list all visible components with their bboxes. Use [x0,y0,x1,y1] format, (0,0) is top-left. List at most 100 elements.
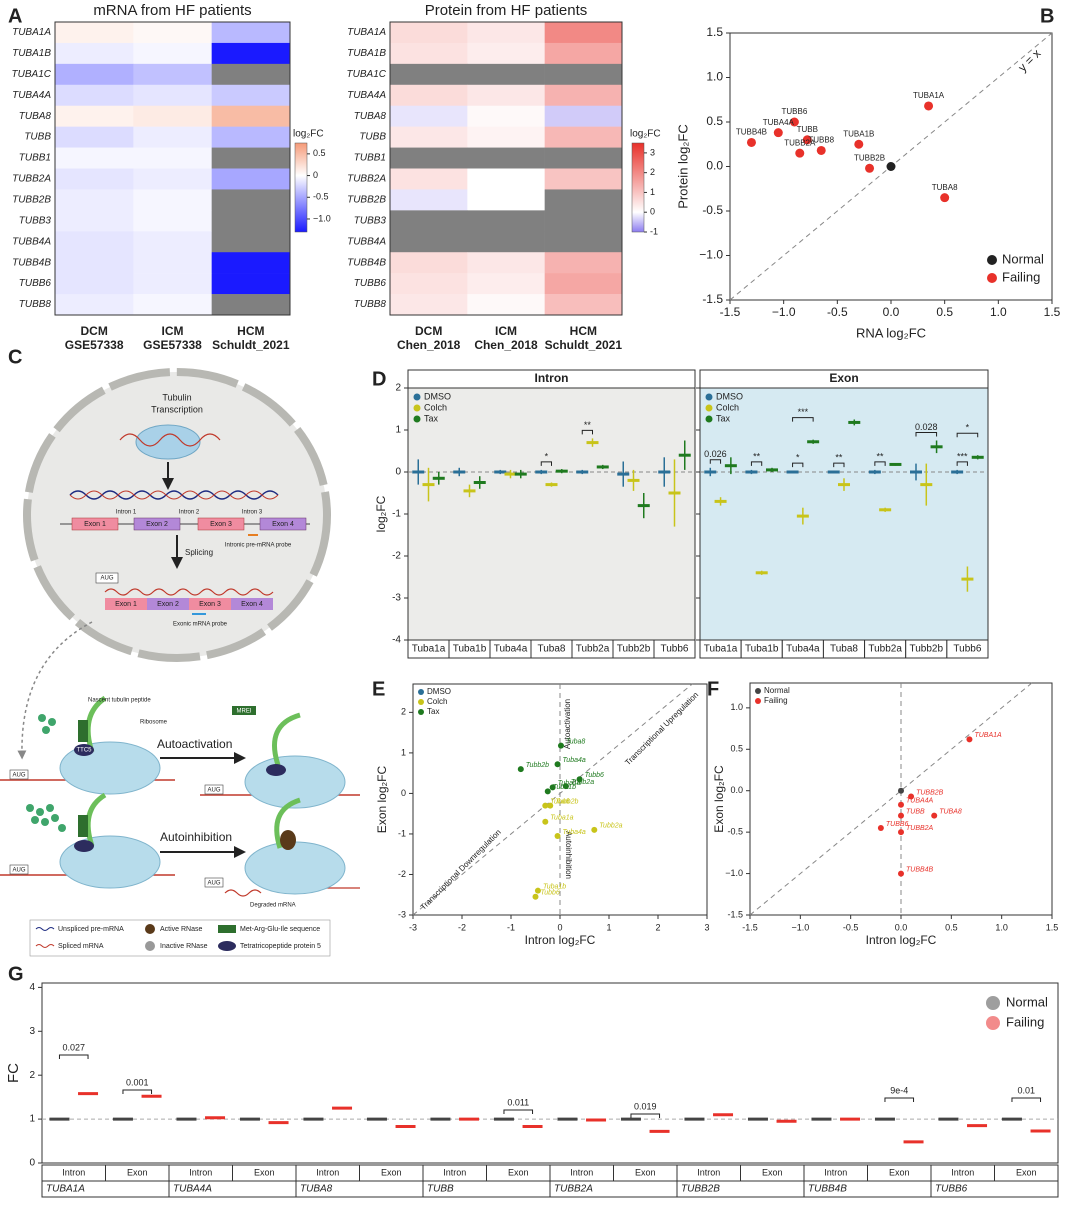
heatmap-cell [211,273,291,295]
y-tick-label: -1 [398,828,406,838]
ttc5 [266,764,286,776]
heatmap-cell [211,252,291,274]
legend-label: Spliced mRNA [58,943,104,950]
row-label: TUBB1 [19,153,51,164]
colorbar-tick-label: -0.5 [313,192,329,202]
heatmap-cell [390,189,468,211]
nucleus-title: Tubulin [162,392,191,402]
subcategory-label: Exon [635,1167,656,1177]
legend-label: Met-Arg-Glu-Ile sequence [240,926,320,933]
significance-label: ** [584,420,592,430]
legend-swatch [705,415,713,423]
significance-label: ** [876,451,884,461]
x-tick-label: 0.5 [936,305,953,319]
heatmap-cell [211,22,291,44]
x-tick-label: 0.0 [883,305,900,319]
heatmap-cell [211,105,291,127]
y-tick-label: -1 [392,509,401,520]
point-label: TUBA1A [974,732,1002,739]
point [886,162,896,171]
heatmap-cell [211,189,291,211]
point [789,117,799,127]
heatmap-cell [55,168,134,190]
heatmap-cell [133,210,212,232]
y-tick-label: 0 [395,467,401,478]
column-label: HCM [237,324,264,338]
y-tick-label: -0.5 [702,203,723,217]
row-label: TUBB8 [354,299,387,310]
legend-label: Active RNase [160,926,203,933]
heatmap-cell [467,42,545,65]
significance-bracket [58,1054,89,1059]
point [865,163,875,173]
colorbar-tick-label: -1 [650,226,658,236]
significance-label: 9e-4 [890,1085,908,1095]
heatmap-cell [211,210,291,232]
legend-swatch [755,688,761,694]
heatmap-cell [544,294,623,316]
significance-label: * [796,453,800,463]
point [542,818,549,825]
x-tick-label: -0.5 [827,305,848,319]
point [547,802,554,809]
codon-label: AUG [100,576,113,582]
column-label: DCM [415,324,442,338]
heatmap-cell [544,189,623,211]
subcategory-label: Intron [697,1167,720,1177]
colorbar-tick-label: −1.0 [313,213,331,223]
point [931,812,938,819]
facet-header [407,369,696,389]
heatmap-frame [389,21,623,316]
heatmap-cell [544,273,623,295]
x-tick-label: -2 [458,922,466,932]
heatmap-cell [544,126,623,148]
subcategory-label: Exon [762,1167,783,1177]
significance-bracket [540,461,552,466]
significance-bracket [792,462,804,468]
panel-letter: E [372,678,385,700]
heatmap-cell [390,273,468,295]
heatmap-cell [390,42,468,65]
column-label: ICM [162,324,184,338]
legend-swatch [218,941,236,951]
point-label: Tuba4a [563,829,586,836]
nucleus-title: Transcription [151,404,203,414]
legend-label: DMSO [716,391,743,401]
legend-swatch [413,393,421,401]
x-tick-label: Tubb6 [661,644,689,655]
legend-swatch [145,941,155,951]
heatmap-cell [133,105,212,127]
heatmap-cell [467,252,545,274]
column-source: Chen_2018 [397,338,461,352]
facet-title: Exon [829,371,858,385]
row-label: TUBB8 [19,299,52,310]
heatmap-cell [55,210,134,232]
legend-label: Unspliced pre-mRNA [58,926,124,933]
point-label: TUBB2A [784,138,816,147]
legend-swatch [413,404,421,412]
x-tick-label: -1.5 [720,305,741,319]
rna [119,433,221,447]
significance-label: 0.028 [915,422,938,432]
heatmap-cell [211,84,291,107]
exon [197,517,245,531]
annotation: Autoinhibition [564,831,573,879]
category-label: TUBB2A [554,1184,593,1195]
x-tick-label: 0.5 [945,922,958,932]
x-tick-label: Tuba1b [745,644,779,655]
intron-label: Intron 1 [116,510,137,516]
codon-label: AUG [207,881,220,887]
point [966,736,973,743]
colorbar-tick-label: 0 [313,170,318,180]
significance-bracket [956,461,968,466]
probe-label: Intronic pre-mRNA probe [225,543,292,549]
heatmap-cell [133,252,212,274]
row-label: TUBB4A [12,236,51,247]
x-axis-label: RNA log₂FC [856,325,926,340]
legend-swatch [413,415,421,423]
significance-bracket [709,459,722,464]
point [544,788,551,795]
row-label: TUBA1B [12,48,51,59]
point-label: Tubb2b [526,762,549,769]
y-tick-label: 3 [29,1026,35,1037]
